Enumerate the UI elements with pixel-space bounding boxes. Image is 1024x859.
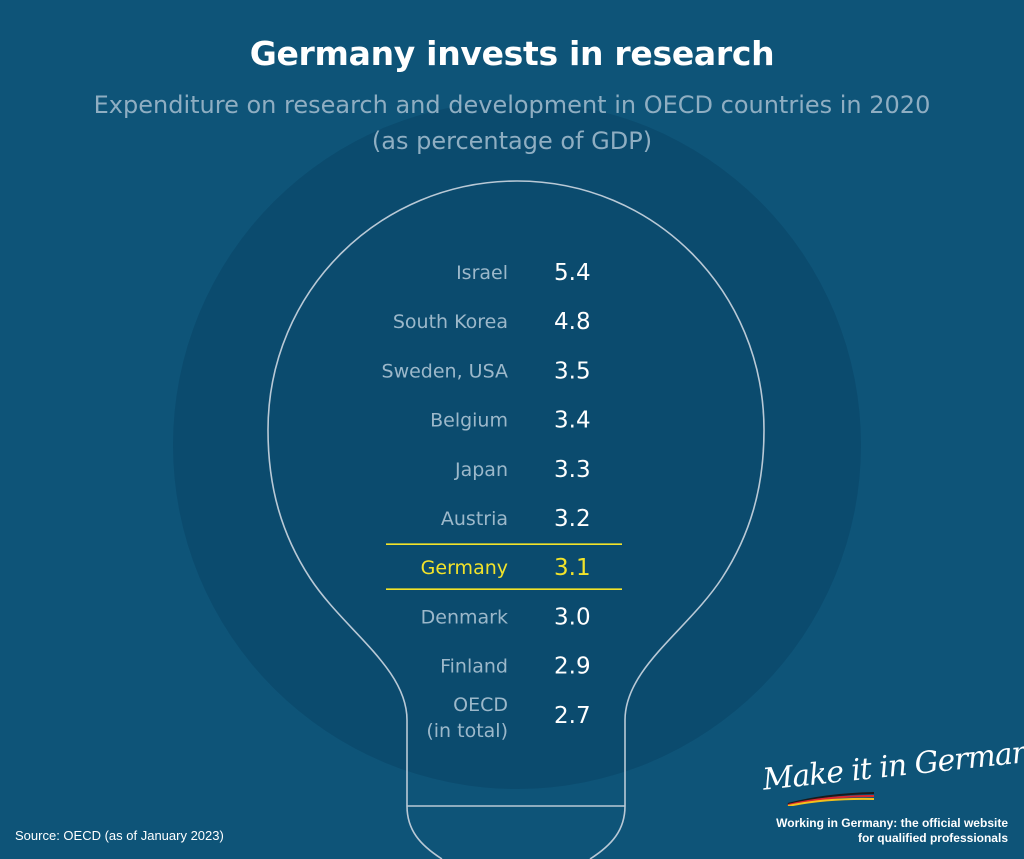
row-value: 2.7 — [554, 703, 591, 729]
row-label: OECD (in total) — [426, 694, 508, 742]
chart-subtitle: Expenditure on research and development … — [93, 91, 931, 119]
row-label: Japan — [454, 459, 508, 481]
row-label: Sweden, USA — [382, 360, 508, 382]
row-label: Belgium — [430, 410, 508, 432]
data-table: Israel 5.4 South Korea 4.8 Sweden, USA 3.5 Bel… — [382, 260, 622, 742]
chart-title: Germany invests in research — [249, 34, 775, 73]
row-value: 3.0 — [554, 604, 591, 630]
chart-subtitle-unit: (as percentage of GDP) — [371, 127, 653, 155]
brand-tagline: Working in Germany: the official website… — [776, 816, 1008, 846]
row-value: 2.9 — [554, 654, 591, 680]
flag-swoosh-icon — [787, 792, 875, 806]
row-label: Germany — [421, 557, 508, 579]
row-label: Finland — [440, 656, 508, 678]
row-value: 3.4 — [554, 408, 591, 434]
lightbulb-outline-icon — [267, 180, 765, 859]
row-label: Austria — [441, 508, 508, 530]
row-label-line: (in total) — [426, 720, 508, 742]
row-value: 3.2 — [554, 506, 591, 532]
row-label: Israel — [456, 262, 508, 284]
source-note: Source: OECD (as of January 2023) — [15, 828, 224, 843]
row-value: 3.3 — [554, 457, 591, 483]
row-value: 5.4 — [554, 260, 591, 286]
background-circle — [173, 101, 861, 789]
row-value: 3.5 — [554, 358, 591, 384]
row-value: 3.1 — [554, 555, 591, 581]
row-value: 4.8 — [554, 309, 591, 335]
row-label: Denmark — [421, 606, 508, 628]
row-label-line: OECD — [453, 694, 508, 716]
row-label: South Korea — [393, 311, 508, 333]
brand-tagline-line1: Working in Germany: the official website — [776, 816, 1008, 830]
brand-tagline-line2: for qualified professionals — [857, 831, 1008, 845]
